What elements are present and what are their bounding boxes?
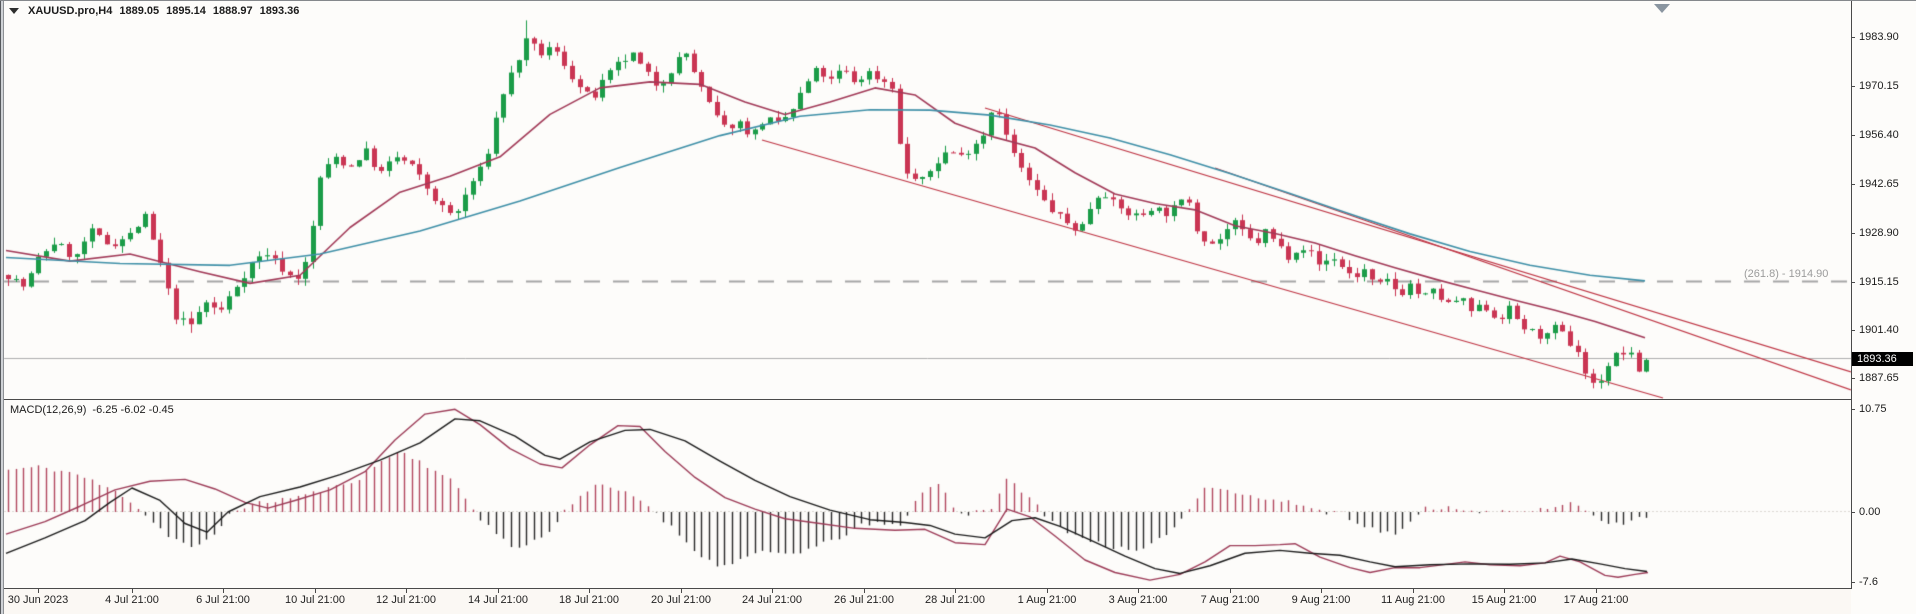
time-tick-dash (132, 589, 133, 593)
price-tick-dash (1851, 233, 1855, 234)
symbol-dropdown-icon[interactable] (9, 8, 19, 14)
price-tick-dash (1851, 378, 1855, 379)
time-tick-label: 12 Jul 21:00 (376, 594, 436, 606)
macd-name: MACD(12,26,9) (10, 404, 87, 416)
low-value: 1888.97 (212, 5, 253, 17)
time-tick-label: 20 Jul 21:00 (651, 594, 711, 606)
macd-tick-label: 10.75 (1859, 403, 1887, 415)
time-tick-dash (38, 589, 39, 593)
macd-tick-label: -7.6 (1859, 576, 1878, 588)
macd-indicator-label: MACD(12,26,9) -6.25 -6.02 -0.45 (10, 404, 174, 416)
time-tick-label: 7 Aug 21:00 (1200, 594, 1260, 606)
price-tick-dash (1851, 86, 1855, 87)
time-tick-label: 10 Jul 21:00 (285, 594, 345, 606)
chart-title-bar: XAUUSD.pro,H4 1889.05 1895.14 1888.97 18… (9, 5, 299, 17)
price-tick-dash (1851, 37, 1855, 38)
ohlc-readout: 1889.05 1895.14 1888.97 1893.36 (119, 5, 299, 17)
time-tick-dash (1047, 589, 1048, 593)
macd-tick-dash (1851, 582, 1855, 583)
symbol-period-label: XAUUSD.pro,H4 (28, 5, 113, 17)
time-tick-dash (1504, 589, 1505, 593)
price-tick-label: 1928.90 (1859, 227, 1899, 239)
price-tick-label: 1983.90 (1859, 31, 1899, 43)
time-tick-label: 28 Jul 21:00 (925, 594, 985, 606)
time-tick-label: 24 Jul 21:00 (742, 594, 802, 606)
time-tick-label: 15 Aug 21:00 (1471, 594, 1537, 606)
time-tick-label: 18 Jul 21:00 (559, 594, 619, 606)
time-tick-dash (315, 589, 316, 593)
time-tick-dash (1596, 589, 1597, 593)
time-tick-label: 6 Jul 21:00 (196, 594, 250, 606)
price-tick-dash (1851, 184, 1855, 185)
time-tick-dash (223, 589, 224, 593)
time-tick-dash (406, 589, 407, 593)
window-top-frame (0, 0, 1916, 1)
time-tick-label: 9 Aug 21:00 (1291, 594, 1351, 606)
time-tick-dash (1413, 589, 1414, 593)
price-tick-label: 1942.65 (1859, 178, 1899, 190)
price-tick-label: 1887.65 (1859, 372, 1899, 384)
time-tick-label: 17 Aug 21:00 (1563, 594, 1629, 606)
fibonacci-level-label: (261.8) - 1914.90 (1744, 268, 1829, 280)
time-tick-label: 26 Jul 21:00 (834, 594, 894, 606)
price-tick-label: 1915.15 (1859, 276, 1899, 288)
chart-shift-marker-icon[interactable] (1654, 4, 1670, 13)
price-tick-dash (1851, 330, 1855, 331)
time-axis[interactable] (4, 589, 1851, 614)
macd-tick-dash (1851, 512, 1855, 513)
price-tick-label: 1970.15 (1859, 80, 1899, 92)
time-tick-dash (1230, 589, 1231, 593)
macd-tick-dash (1851, 409, 1855, 410)
high-value: 1895.14 (166, 5, 206, 17)
time-tick-dash (864, 589, 865, 593)
time-tick-label: 14 Jul 21:00 (468, 594, 528, 606)
time-tick-dash (1321, 589, 1322, 593)
price-tick-dash (1851, 135, 1855, 136)
time-tick-label: 30 Jun 2023 (7, 594, 69, 606)
price-axis-border (1851, 1, 1852, 589)
time-tick-dash (681, 589, 682, 593)
time-tick-label: 4 Jul 21:00 (105, 594, 159, 606)
current-price-value: 1893.36 (1857, 353, 1897, 365)
time-tick-dash (772, 589, 773, 593)
current-price-badge: 1893.36 (1852, 352, 1913, 366)
time-tick-label: 11 Aug 21:00 (1380, 594, 1446, 606)
open-value: 1889.05 (119, 5, 160, 17)
macd-time-separator (4, 588, 1851, 589)
macd-tick-label: 0.00 (1859, 506, 1881, 518)
window-left-frame (0, 0, 4, 614)
main-macd-separator (4, 399, 1851, 400)
close-value: 1893.36 (259, 5, 300, 17)
macd-current-values: -6.25 -6.02 -0.45 (92, 404, 174, 416)
price-tick-label: 1901.40 (1859, 324, 1899, 336)
price-tick-dash (1851, 282, 1855, 283)
price-tick-label: 1956.40 (1859, 129, 1899, 141)
time-tick-label: 3 Aug 21:00 (1108, 594, 1168, 606)
time-tick-dash (1138, 589, 1139, 593)
time-tick-dash (955, 589, 956, 593)
time-tick-dash (589, 589, 590, 593)
time-tick-label: 1 Aug 21:00 (1017, 594, 1077, 606)
time-tick-dash (498, 589, 499, 593)
